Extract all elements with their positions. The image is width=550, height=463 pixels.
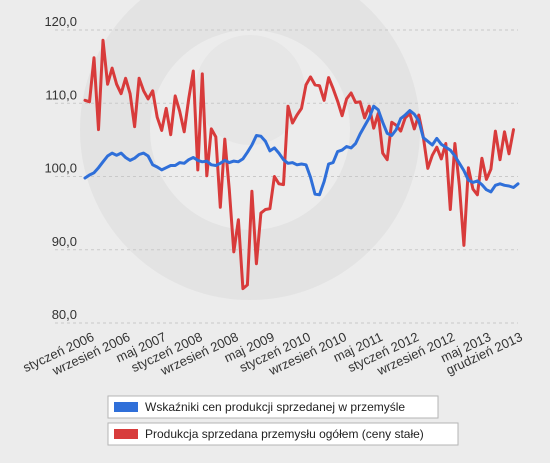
- y-tick-label: 80,0: [52, 307, 77, 322]
- legend: Wskaźniki cen produkcji sprzedanej w prz…: [107, 395, 459, 446]
- series-group: [83, 38, 520, 291]
- y-tick-label: 100,0: [44, 161, 77, 176]
- y-axis: 80,0 90,0 100,0 110,0 120,0: [44, 14, 77, 322]
- legend-swatch-production: [114, 429, 138, 439]
- legend-entry-1: [107, 395, 439, 419]
- legend-swatch-price: [114, 402, 138, 412]
- legend-entry-2: [107, 422, 459, 446]
- legend-label-price: Wskaźniki cen produkcji sprzedanej w prz…: [145, 400, 405, 414]
- y-tick-label: 120,0: [44, 14, 77, 29]
- series-line-price-index: [83, 104, 520, 197]
- grid: [55, 29, 518, 324]
- series-line-production: [83, 38, 515, 291]
- legend-label-production: Produkcja sprzedana przemysłu ogółem (ce…: [145, 427, 424, 441]
- y-tick-label: 110,0: [45, 87, 77, 102]
- y-tick-label: 90,0: [52, 234, 77, 249]
